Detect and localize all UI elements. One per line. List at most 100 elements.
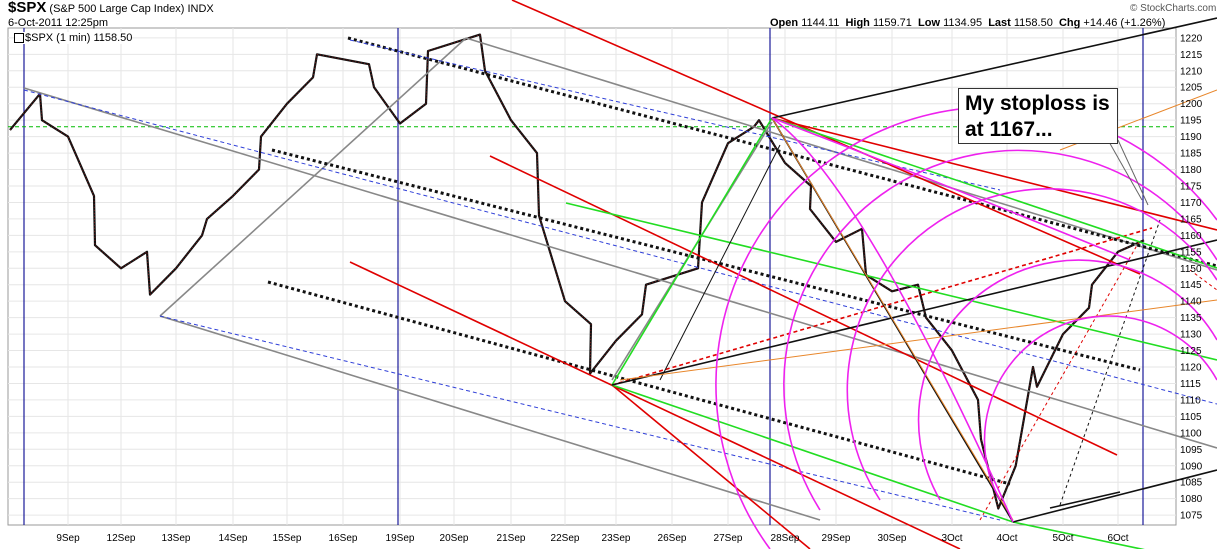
y-tick-label: 1125 <box>1180 346 1202 357</box>
y-tick-label: 1105 <box>1180 412 1202 423</box>
y-tick-label: 1080 <box>1180 494 1203 505</box>
green-trendline <box>611 384 1014 523</box>
orange-trendline <box>771 117 1014 521</box>
chg-value: +14.46 (+1.26%) <box>1083 17 1166 29</box>
legend-label: $SPX (1 min) 1158.50 <box>25 32 133 44</box>
x-tick-label: 20Sep <box>440 533 469 544</box>
trendline-overlays <box>23 0 1217 549</box>
y-tick-label: 1195 <box>1180 116 1202 127</box>
gray-trendline <box>465 37 1217 271</box>
y-tick-label: 1100 <box>1180 428 1202 439</box>
last-value: 1158.50 <box>1013 17 1053 29</box>
quote-bar: Open 1144.11 High 1159.71 Low 1134.95 La… <box>770 17 1165 29</box>
magenta-arc <box>983 315 1217 501</box>
y-tick-label: 1095 <box>1180 445 1203 456</box>
chg-label: Chg <box>1058 17 1081 29</box>
index-name: (S&P 500 Large Cap Index) <box>49 3 185 15</box>
black-trendline <box>1012 469 1217 523</box>
x-tick-label: 13Sep <box>162 533 191 544</box>
y-tick-label: 1135 <box>1180 313 1202 324</box>
y-tick-label: 1160 <box>1180 231 1202 242</box>
open-value: 1144.11 <box>801 17 840 29</box>
day-separators <box>23 28 1144 525</box>
x-tick-label: 19Sep <box>386 533 415 544</box>
red-trendline <box>771 117 1217 231</box>
x-tick-label: 27Sep <box>714 533 743 544</box>
callout-pointer <box>1107 139 1143 201</box>
green-trendline <box>1012 521 1145 549</box>
red-trendline <box>489 155 1118 456</box>
green-trendline <box>611 117 773 386</box>
x-tick-label: 15Sep <box>273 533 302 544</box>
magenta-fan <box>771 117 1131 261</box>
orange-trendline <box>619 299 1217 381</box>
magenta-arc <box>783 149 1217 511</box>
grid <box>8 28 1176 525</box>
x-tick-label: 28Sep <box>771 533 800 544</box>
y-tick-label: 1115 <box>1180 379 1201 390</box>
x-tick-label: 21Sep <box>497 533 526 544</box>
x-tick-label: 4Oct <box>996 533 1017 544</box>
chart-header: $SPX (S&P 500 Large Cap Index) INDX <box>8 0 214 16</box>
stoploss-annotation: My stoploss is at 1167... <box>958 88 1118 144</box>
y-tick-label: 1075 <box>1180 511 1203 522</box>
y-tick-label: 1220 <box>1180 33 1203 44</box>
y-tick-label: 1200 <box>1180 99 1203 110</box>
timestamp: 6-Oct-2011 12:25pm <box>8 17 109 29</box>
x-tick-label: 16Sep <box>329 533 358 544</box>
y-tick-label: 1175 <box>1180 181 1202 192</box>
red-trendline <box>611 384 811 549</box>
high-value: 1159.71 <box>872 17 912 29</box>
x-tick-label: 6Oct <box>1107 533 1128 544</box>
x-tick-label: 22Sep <box>551 533 580 544</box>
y-tick-label: 1190 <box>1180 132 1202 143</box>
dotted-trendline <box>271 148 1141 372</box>
x-tick-label: 5Oct <box>1052 533 1073 544</box>
watermark: © StockCharts.com <box>1130 3 1217 14</box>
red-dashed-trendline <box>1059 219 1161 506</box>
magenta-arc <box>846 187 1217 501</box>
y-tick-label: 1215 <box>1180 50 1203 61</box>
red-dashed-trendline <box>611 227 1153 386</box>
y-tick-label: 1170 <box>1180 198 1202 209</box>
x-tick-label: 9Sep <box>56 533 80 544</box>
low-label: Low <box>918 17 941 29</box>
y-tick-label: 1140 <box>1180 297 1202 308</box>
green-trendline <box>771 117 1217 269</box>
blue-dashed-trendline <box>23 89 1217 405</box>
y-tick-label: 1150 <box>1180 264 1202 275</box>
x-axis-ticks: 9Sep 12Sep 13Sep 14Sep 15Sep 16Sep 19Sep 20Sep 2… <box>56 533 1128 544</box>
y-tick-label: 1180 <box>1180 165 1202 176</box>
legend-swatch-icon <box>14 33 24 44</box>
magenta-arc <box>917 259 1217 501</box>
y-tick-label: 1165 <box>1180 214 1202 225</box>
x-tick-label: 12Sep <box>107 533 136 544</box>
y-tick-label: 1110 <box>1180 395 1201 406</box>
x-tick-label: 23Sep <box>602 533 631 544</box>
y-tick-label: 1210 <box>1180 66 1203 77</box>
red-trendline <box>349 261 961 549</box>
x-tick-label: 14Sep <box>219 533 248 544</box>
gray-trendline <box>23 87 1217 449</box>
symbol: $SPX <box>8 0 47 16</box>
y-tick-label: 1205 <box>1180 83 1203 94</box>
price-line-detail <box>9 34 1145 510</box>
x-tick-label: 30Sep <box>878 533 907 544</box>
x-tick-label: 3Oct <box>941 533 962 544</box>
low-value: 1134.95 <box>943 17 983 29</box>
black-trendline <box>1049 491 1121 509</box>
y-tick-label: 1155 <box>1180 247 1202 258</box>
x-tick-label: 29Sep <box>822 533 851 544</box>
last-label: Last <box>988 17 1011 29</box>
gray-trendline <box>159 37 467 317</box>
open-label: Open <box>770 17 799 29</box>
green-trendline <box>565 202 1217 361</box>
high-label: High <box>845 17 870 29</box>
x-tick-label: 26Sep <box>658 533 687 544</box>
black-trendline <box>771 17 1217 119</box>
price-series <box>9 33 1145 510</box>
gray-trendline <box>159 315 821 521</box>
y-tick-label: 1085 <box>1180 478 1203 489</box>
